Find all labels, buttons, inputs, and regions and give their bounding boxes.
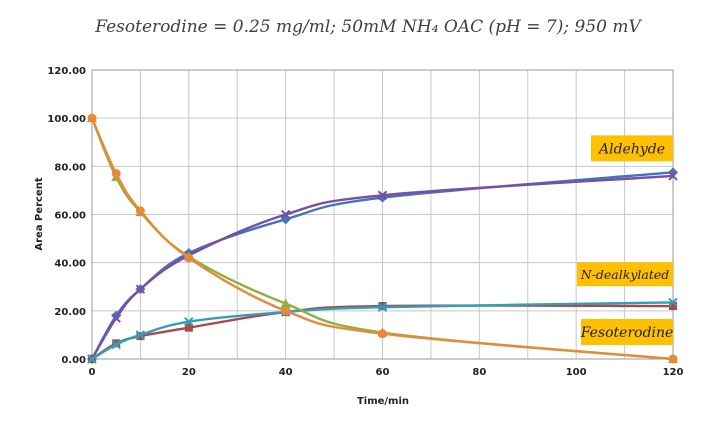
data-point-x bbox=[111, 339, 121, 350]
annotation-box bbox=[591, 135, 673, 162]
series-line bbox=[90, 116, 675, 361]
data-point-circle bbox=[87, 113, 97, 123]
series-group bbox=[87, 113, 678, 364]
y-tick-label: 100.00 bbox=[47, 114, 86, 125]
axes: 0 20 40 60 80 100 120 0.00 20.00 40.00 60.00 80.00 1… bbox=[47, 66, 683, 378]
data-point-x bbox=[135, 330, 146, 340]
y-tick-label: 0.00 bbox=[61, 355, 86, 366]
data-point-circle bbox=[135, 206, 145, 216]
data-point-circle bbox=[668, 354, 678, 364]
data-point-circle bbox=[378, 329, 387, 339]
x-tick-label: 20 bbox=[182, 367, 196, 378]
y-tick-label: 80.00 bbox=[54, 162, 86, 173]
data-point-circle bbox=[184, 253, 194, 263]
y-tick-label: 120.00 bbox=[47, 66, 86, 77]
x-tick-label: 100 bbox=[566, 367, 587, 378]
series-line bbox=[90, 174, 675, 361]
grid bbox=[91, 69, 674, 360]
data-point-x bbox=[135, 284, 146, 294]
series bbox=[87, 113, 678, 364]
x-tick-label: 0 bbox=[89, 367, 96, 378]
x-tick-label: 120 bbox=[663, 367, 684, 378]
data-point-circle bbox=[111, 169, 121, 179]
series-line bbox=[90, 301, 675, 361]
series bbox=[87, 297, 678, 364]
y-axis-label: Area Percent bbox=[34, 177, 45, 251]
x-tick-label: 40 bbox=[279, 367, 293, 378]
y-tick-label: 20.00 bbox=[54, 307, 86, 318]
data-point-x bbox=[111, 313, 121, 323]
annotation-label: N-dealkylated bbox=[580, 267, 670, 282]
data-point-square bbox=[184, 323, 193, 332]
data-point-x bbox=[668, 171, 678, 181]
y-tick-label: 60.00 bbox=[54, 211, 86, 222]
annotation-box bbox=[577, 262, 673, 287]
data-point-x bbox=[280, 209, 291, 220]
data-point-x bbox=[184, 316, 194, 327]
annotation-label: Aldehyde bbox=[597, 141, 665, 157]
data-point-square bbox=[669, 302, 677, 311]
annotations: Aldehyde N-dealkylated Fesoterodine bbox=[577, 135, 673, 345]
plot-area-border bbox=[91, 69, 674, 360]
annotation-box bbox=[581, 319, 673, 345]
data-point-triangle bbox=[280, 298, 291, 308]
x-axis-label: Time/min bbox=[357, 396, 409, 407]
chart-title: Fesoterodine = 0.25 mg/ml; 50mM NH₄ OAC … bbox=[94, 17, 642, 37]
data-point-x bbox=[87, 354, 97, 364]
x-tick-label: 60 bbox=[376, 367, 390, 378]
data-point-x bbox=[377, 302, 388, 312]
x-tick-label: 80 bbox=[472, 367, 486, 378]
annotation-label: Fesoterodine bbox=[580, 325, 674, 341]
data-point-x bbox=[377, 190, 388, 200]
y-tick-label: 40.00 bbox=[54, 259, 86, 270]
data-point-x bbox=[668, 297, 678, 308]
data-point-circle bbox=[281, 306, 291, 316]
